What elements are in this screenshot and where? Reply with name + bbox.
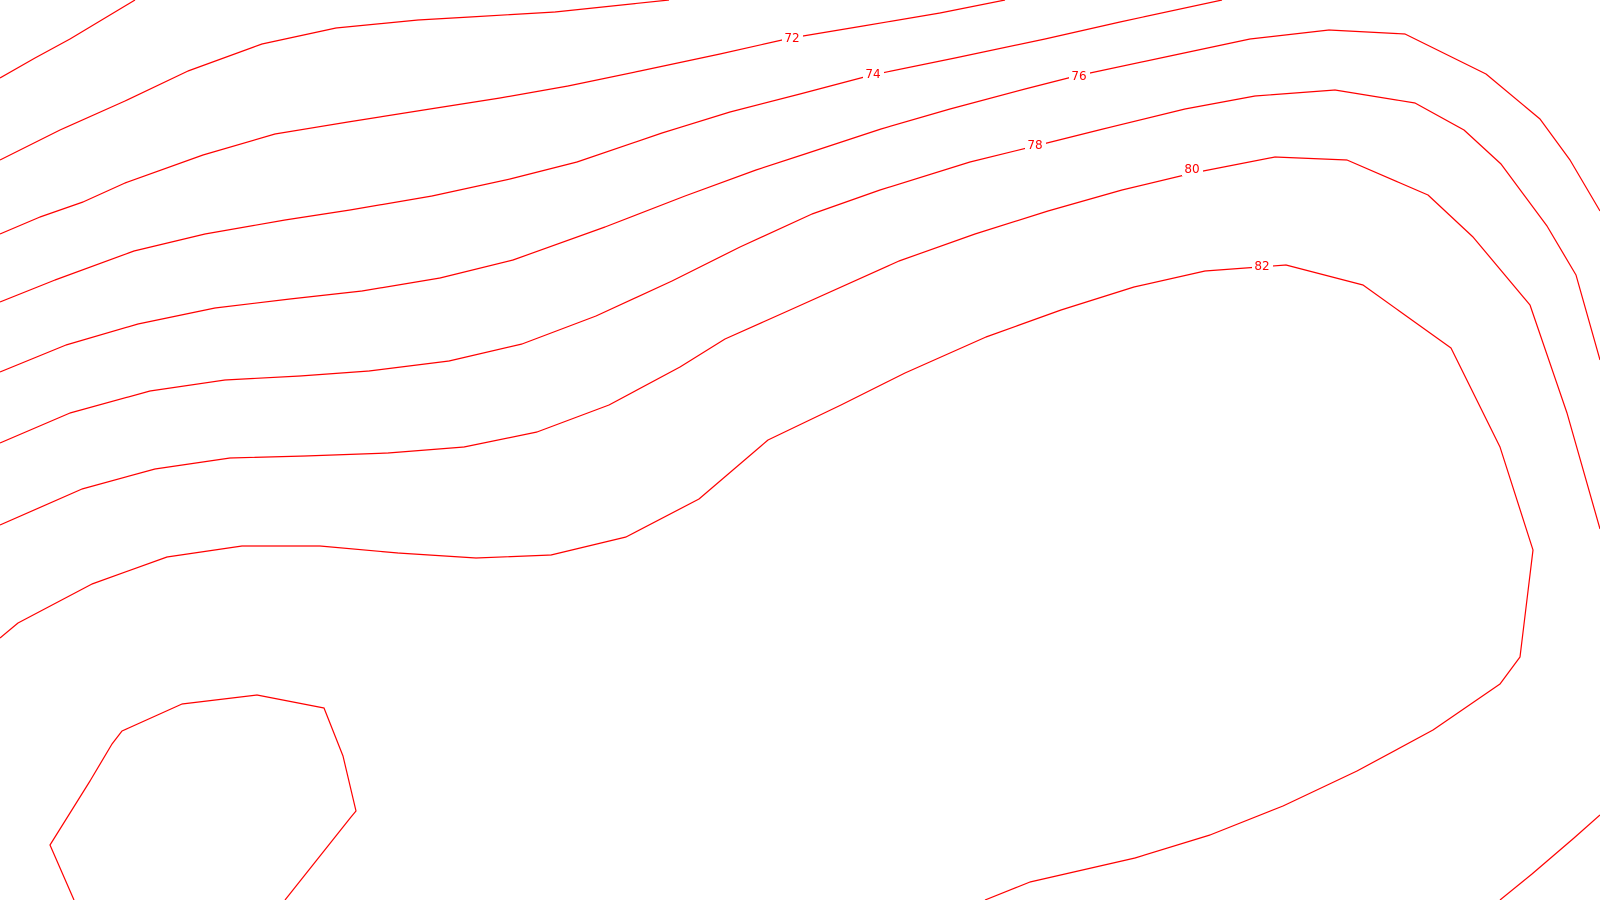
contour-line — [0, 89, 1600, 444]
contour-label-78: 78 — [1027, 138, 1042, 152]
contour-label-74: 74 — [865, 67, 880, 81]
contour-line — [0, 0, 670, 161]
contour-line — [1499, 814, 1600, 900]
contour-line — [49, 694, 357, 900]
contour-line — [0, 0, 1006, 235]
contour-label-80: 80 — [1184, 162, 1199, 176]
contour-line — [0, 156, 1600, 530]
contour-label-72: 72 — [784, 31, 799, 45]
contour-label-76: 76 — [1071, 69, 1086, 83]
contour-line — [0, 0, 136, 79]
contour-line — [0, 29, 1600, 373]
contour-line — [0, 0, 1223, 303]
contour-line — [0, 264, 1534, 900]
contour-label-82: 82 — [1254, 259, 1269, 273]
